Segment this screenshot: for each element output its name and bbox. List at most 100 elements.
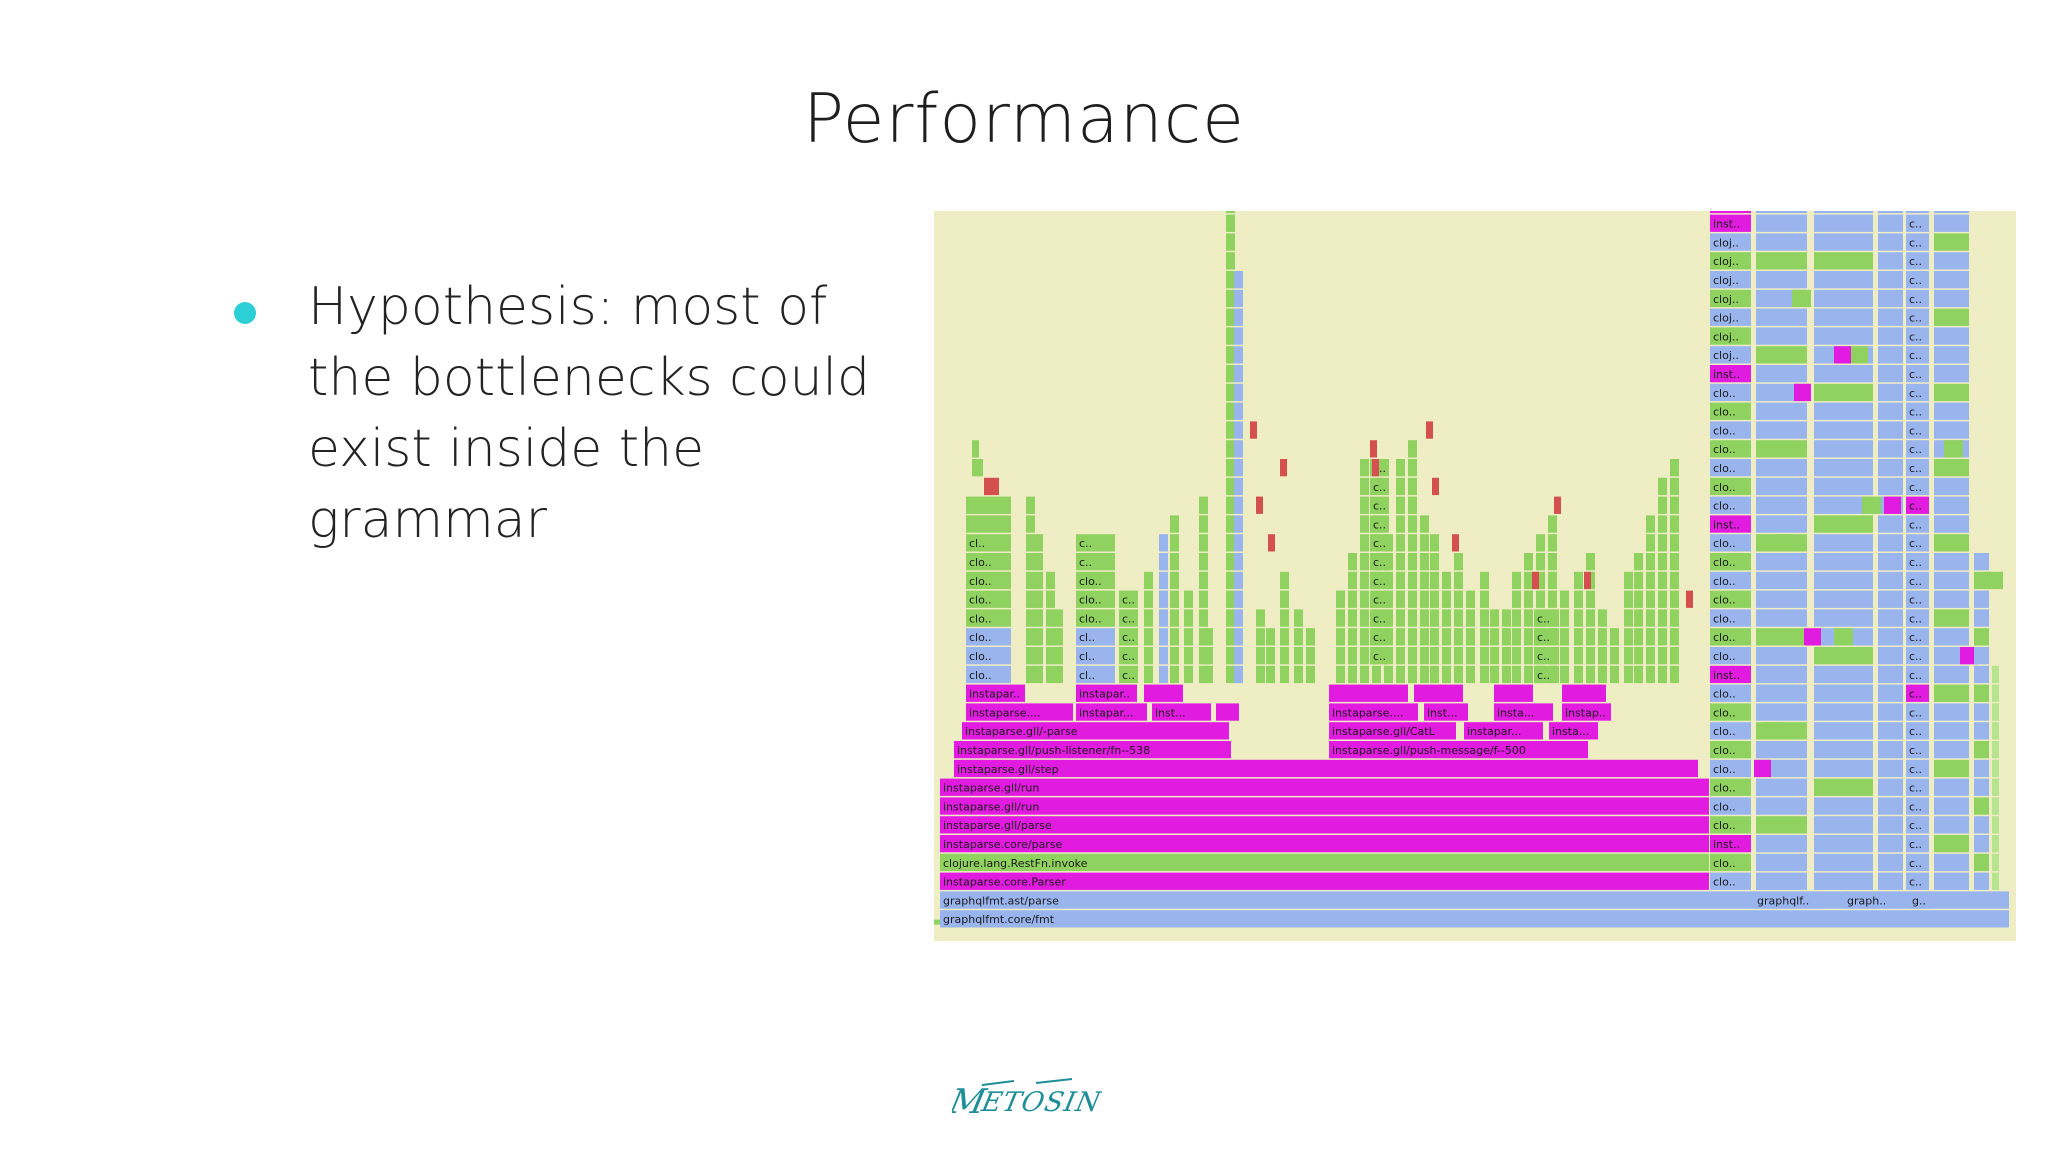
flame-frame-rect: [1574, 665, 1583, 684]
flame-frame: [1756, 421, 1807, 439]
flame-frame-rect: [1226, 609, 1235, 627]
flame-frame: [1408, 515, 1417, 533]
flame-frame: [1170, 590, 1179, 608]
flame-frame-rect: [1360, 590, 1369, 608]
flame-frame-rect: [1934, 308, 1969, 326]
flame-frame-rect: [1226, 308, 1235, 326]
flame-frame-rect: [1992, 759, 1999, 778]
flame-frame: c..: [1906, 665, 1929, 684]
flame-frame-rect: [1710, 609, 1751, 627]
flame-frame: clo..: [1710, 421, 1751, 439]
flame-frame: inst..: [1710, 365, 1751, 383]
flame-frame: [1756, 365, 1807, 383]
flame-frame-rect: [1710, 346, 1751, 364]
flame-frame-label: c..: [1909, 556, 1922, 569]
flame-frame-label: c..: [1537, 631, 1550, 644]
flame-frame-rect: [1370, 477, 1389, 496]
flame-frame: [1144, 571, 1153, 590]
flame-frame-rect: [1574, 647, 1583, 665]
flame-frame-rect: [1199, 628, 1208, 646]
flame-frame: [1226, 289, 1235, 308]
flame-frame-rect: [1934, 289, 1969, 308]
flame-frame: clo..: [966, 665, 1011, 684]
flame-frame: c..: [1534, 647, 1559, 665]
flame-frame: [1336, 590, 1345, 608]
flame-frame: [1992, 759, 1999, 778]
flame-frame: [1878, 214, 1903, 232]
flame-frame: [1234, 496, 1243, 514]
flame-frame: [1878, 346, 1903, 364]
flame-frame-label: instaparse.core.Parser: [943, 876, 1066, 889]
flame-frame: [1184, 628, 1193, 646]
flame-frame: [1756, 647, 1807, 665]
flame-frame-rect: [1814, 515, 1873, 533]
flame-frame-label: c..: [1909, 481, 1922, 494]
flame-frame-rect: [940, 910, 2009, 928]
flame-frame: instaparse.core.Parser: [940, 872, 1709, 890]
flame-frame-rect: [1548, 590, 1557, 608]
flame-frame-rect: [1710, 459, 1751, 477]
flame-frame: [1814, 534, 1873, 552]
flame-frame-rect: [1026, 628, 1035, 646]
flame-frame-label: c..: [1909, 612, 1922, 625]
flame-frame-rect: [1490, 609, 1499, 627]
flame-frame: [1234, 590, 1243, 608]
flame-frame-rect: [1646, 571, 1655, 590]
flame-frame: inst..: [1710, 214, 1751, 232]
flame-frame: [1634, 628, 1643, 646]
flame-frame: [1934, 835, 1969, 853]
flame-frame: [1234, 477, 1243, 496]
flame-frame-rect: [1502, 665, 1511, 684]
flame-frame: [1512, 665, 1521, 684]
flame-frame-rect: [1159, 590, 1168, 608]
flame-frame: clo..: [1076, 590, 1115, 608]
flame-frame: [1034, 665, 1043, 684]
flame-frame: c..: [1370, 553, 1389, 571]
flame-frame-rect: [1974, 797, 1989, 815]
flame-frame-rect: [1814, 853, 1873, 872]
flame-frame: [1878, 553, 1903, 571]
flame-frame-rect: [1844, 891, 1903, 909]
flame-frame: [1360, 628, 1369, 646]
flame-frame-rect: [1934, 797, 1969, 815]
flame-frame-rect: [1524, 647, 1533, 665]
flame-frame: [1878, 459, 1903, 477]
flame-frame: [1634, 665, 1643, 684]
flame-frame-rect: [1814, 271, 1873, 289]
flame-frame-rect: [1454, 571, 1463, 590]
flame-frame: clo..: [1710, 534, 1751, 552]
flame-frame: [1554, 496, 1561, 514]
flame-frame: [1396, 477, 1405, 496]
flame-frame-rect: [1199, 571, 1208, 590]
flame-frame-rect: [1348, 609, 1357, 627]
flame-frame: [1034, 553, 1043, 571]
flame-frame-rect: [940, 816, 1709, 834]
flame-frame-rect: [1170, 628, 1179, 646]
flame-frame-rect: [1226, 402, 1235, 420]
flame-frame-rect: [1878, 722, 1903, 740]
flame-frame: [1934, 308, 1969, 326]
flame-frame: cl..: [1076, 647, 1115, 665]
flame-frame-rect: [1710, 741, 1751, 759]
flame-frame-rect: [1360, 534, 1369, 552]
flame-frame-rect: [1934, 778, 1969, 796]
flame-frame-rect: [1878, 477, 1903, 496]
flame-frame-rect: [1814, 383, 1873, 402]
flame-frame: [1574, 609, 1583, 627]
flame-frame: [1934, 383, 1969, 402]
flame-frame: inst..: [1710, 211, 1751, 214]
flame-frame-rect: [1862, 496, 1881, 514]
flame-frame: [1046, 609, 1055, 627]
flame-frame: [1502, 628, 1511, 646]
flame-frame: clo..: [1710, 477, 1751, 496]
flame-frame: [1159, 665, 1168, 684]
flame-frame: [1756, 477, 1807, 496]
flame-frame-rect: [1430, 534, 1439, 552]
flame-frame-rect: [1906, 872, 1929, 890]
flame-frame-label: c..: [1909, 782, 1922, 795]
flame-frame: [1026, 590, 1035, 608]
flame-frame: [1442, 628, 1451, 646]
flame-frame: [1490, 647, 1499, 665]
flame-frame-rect: [1396, 459, 1405, 477]
flame-frame-rect: [1234, 647, 1243, 665]
